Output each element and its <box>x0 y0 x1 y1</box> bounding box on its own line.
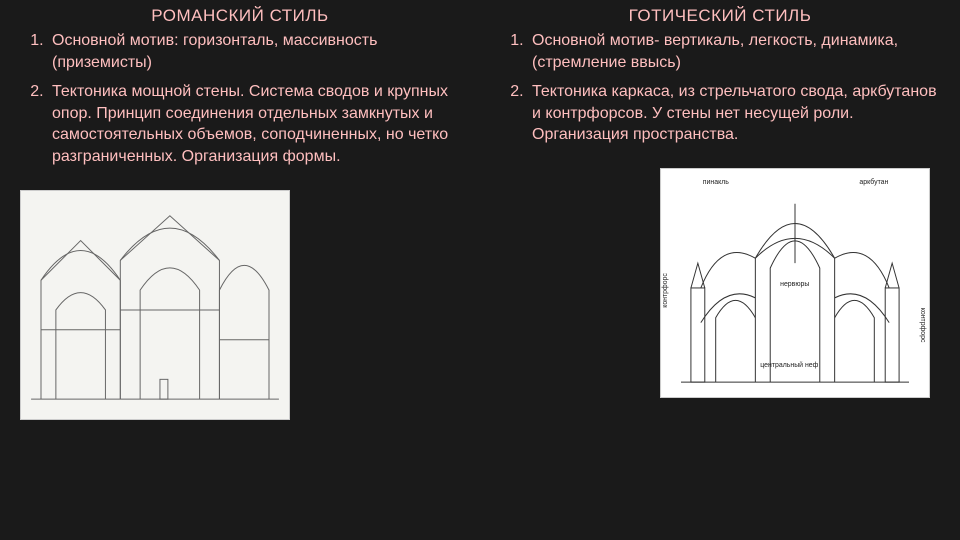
right-item-1: Основной мотив- вертикаль, легкость, дин… <box>528 30 940 73</box>
right-item-2: Тектоника каркаса, из стрельчатого свода… <box>528 81 940 146</box>
left-list: Основной мотив: горизонталь, массивность… <box>20 30 460 176</box>
left-item-2: Тектоника мощной стены. Система сводов и… <box>48 81 460 167</box>
label-nave: центральный неф <box>760 361 818 369</box>
right-list: Основной мотив- вертикаль, легкость, дин… <box>500 30 940 154</box>
label-buttress-left: контрфорс <box>662 273 669 308</box>
left-column: РОМАНСКИЙ СТИЛЬ Основной мотив: горизонт… <box>0 0 480 540</box>
label-buttress-right: контрфорс <box>919 308 926 343</box>
left-title: РОМАНСКИЙ СТИЛЬ <box>20 6 460 26</box>
right-column: ГОТИЧЕСКИЙ СТИЛЬ Основной мотив- вертика… <box>480 0 960 540</box>
label-pinnacle: пинакль <box>703 179 729 186</box>
left-item-1: Основной мотив: горизонталь, массивность… <box>48 30 460 73</box>
gothic-illustration: пинакль аркбутан нервюры контрфорс контр… <box>660 168 930 398</box>
right-title: ГОТИЧЕСКИЙ СТИЛЬ <box>500 6 940 26</box>
romanesque-illustration <box>20 190 290 420</box>
label-ribs: нервюры <box>780 281 809 288</box>
label-arcboutant: аркбутан <box>859 178 888 186</box>
